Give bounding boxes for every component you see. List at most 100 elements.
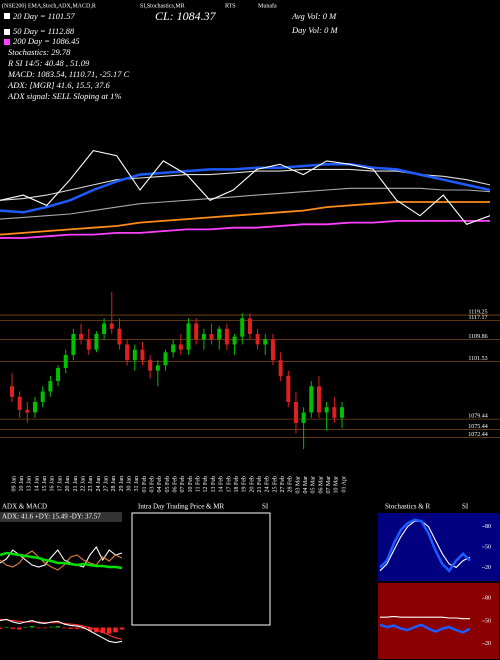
candle-body (186, 323, 191, 350)
legend-swatch (4, 29, 10, 35)
x-tick-label: 20 Jan (65, 476, 71, 492)
x-tick-label: 23 Jan (88, 476, 94, 492)
y-tick-label: 1075.44 (468, 424, 488, 430)
candle-body (10, 386, 14, 397)
indicator: 50 Day = 1112.88 (13, 26, 75, 36)
series-line (0, 618, 123, 644)
candle-body (293, 402, 298, 423)
x-tick-label: 16 Jan (50, 476, 56, 492)
candle-body (209, 334, 214, 340)
y-tick-label: 20 (485, 565, 491, 571)
candle-body (79, 334, 84, 340)
header-part: SI,Stochastics,MR (140, 3, 185, 9)
histogram-bar (0, 627, 3, 629)
candle-body (25, 409, 30, 413)
x-tick-label: 21 Jan (73, 476, 79, 492)
x-tick-label: 29 Jan (119, 476, 125, 492)
x-tick-label: 27 Feb (280, 476, 286, 493)
volume: Avg Vol: 0 M (291, 11, 337, 21)
legend-swatch (4, 13, 10, 19)
histogram-bar (10, 627, 16, 629)
histogram-bar (42, 627, 48, 629)
x-tick-label: 27 Jan (103, 476, 109, 492)
header-part: Munafa (258, 2, 277, 9)
candle-body (194, 323, 199, 340)
candle-body (102, 323, 107, 334)
histogram-bar (81, 627, 86, 629)
candle-body (232, 336, 237, 345)
y-tick-label: 20 (485, 641, 491, 647)
x-tick-label: 21 Feb (257, 476, 263, 493)
series-line (0, 163, 491, 214)
candle-body (63, 354, 68, 368)
x-tick-label: 25 Feb (272, 476, 278, 493)
x-tick-label: 17 Jan (57, 476, 63, 492)
y-tick-label: 80 (485, 524, 491, 530)
adx-label-bg (0, 512, 122, 522)
candle-body (263, 339, 268, 345)
close-price: CL: 1084.37 (155, 9, 217, 23)
candle-body (140, 349, 145, 361)
histogram-bar (68, 627, 73, 629)
x-tick-label: 10 Feb (188, 476, 194, 493)
histogram-bar (87, 627, 93, 631)
y-tick-label: 1079.44 (468, 414, 488, 420)
candle-body (316, 386, 321, 413)
candle-body (324, 407, 329, 413)
series-line (0, 220, 490, 239)
candle-body (201, 334, 206, 340)
candle-body (109, 323, 114, 329)
x-tick-label: 10 Mar (334, 476, 340, 494)
indicator: 20 Day = 1101.57 (13, 11, 76, 21)
candle-body (340, 407, 344, 418)
x-tick-label: 24 Jan (96, 476, 102, 492)
x-tick-label: 07 Feb (180, 476, 186, 493)
x-tick-label: 11 Feb (196, 476, 202, 492)
x-tick-label: 04 Feb (157, 476, 163, 493)
histogram-bar (29, 626, 35, 628)
x-tick-label: 10 Jan (19, 476, 25, 492)
candle-body (171, 344, 176, 353)
x-tick-label: 22 Jan (80, 476, 86, 492)
panel-title: Intra Day Trading Price & MR (138, 503, 224, 511)
series-line (380, 615, 470, 620)
candle-body (163, 352, 168, 366)
x-tick-label: 20 Feb (249, 476, 255, 493)
candle-body (56, 368, 61, 382)
candle-body (86, 339, 91, 350)
x-tick-label: 04 Mar (303, 476, 309, 494)
candle-body (224, 328, 229, 345)
histogram-bar (17, 627, 22, 630)
x-tick-label: 05 Feb (165, 476, 171, 493)
candle-body (278, 360, 283, 376)
series-line (379, 520, 471, 572)
volume: Day Vol: 0 M (291, 25, 338, 35)
panel-title: Stochastics & R (385, 503, 430, 511)
candle-body (40, 391, 45, 402)
x-tick-label: 15 Jan (42, 476, 48, 492)
x-tick-label: 09 Jan (11, 476, 17, 492)
candle-body (33, 402, 38, 413)
candle-body (240, 318, 245, 337)
candle-body (155, 365, 160, 371)
series-line (0, 201, 490, 236)
y-tick-label: 1117.17 (468, 315, 487, 321)
x-tick-label: 03 Mar (295, 476, 301, 494)
candle-body (132, 349, 137, 361)
histogram-bar (55, 626, 61, 628)
candle-body (255, 334, 260, 345)
histogram-bar (119, 627, 125, 630)
candle-body (332, 407, 337, 418)
candle-body (148, 360, 153, 371)
indicator: ADX signal: SELL Sloping at 1% (7, 91, 121, 101)
x-tick-label: 18 Feb (234, 476, 240, 493)
indicator: ADX: [MGR] 41.6, 15.5, 37.6 (7, 80, 111, 90)
y-tick-label: 80 (485, 596, 491, 602)
histogram-bar (61, 627, 67, 629)
y-tick-label: 1101.53 (468, 356, 487, 362)
legend-swatch (4, 39, 10, 45)
candle-body (217, 328, 222, 340)
indicator: 200 Day = 1086.45 (13, 36, 80, 46)
x-tick-label: 17 Feb (226, 476, 232, 493)
